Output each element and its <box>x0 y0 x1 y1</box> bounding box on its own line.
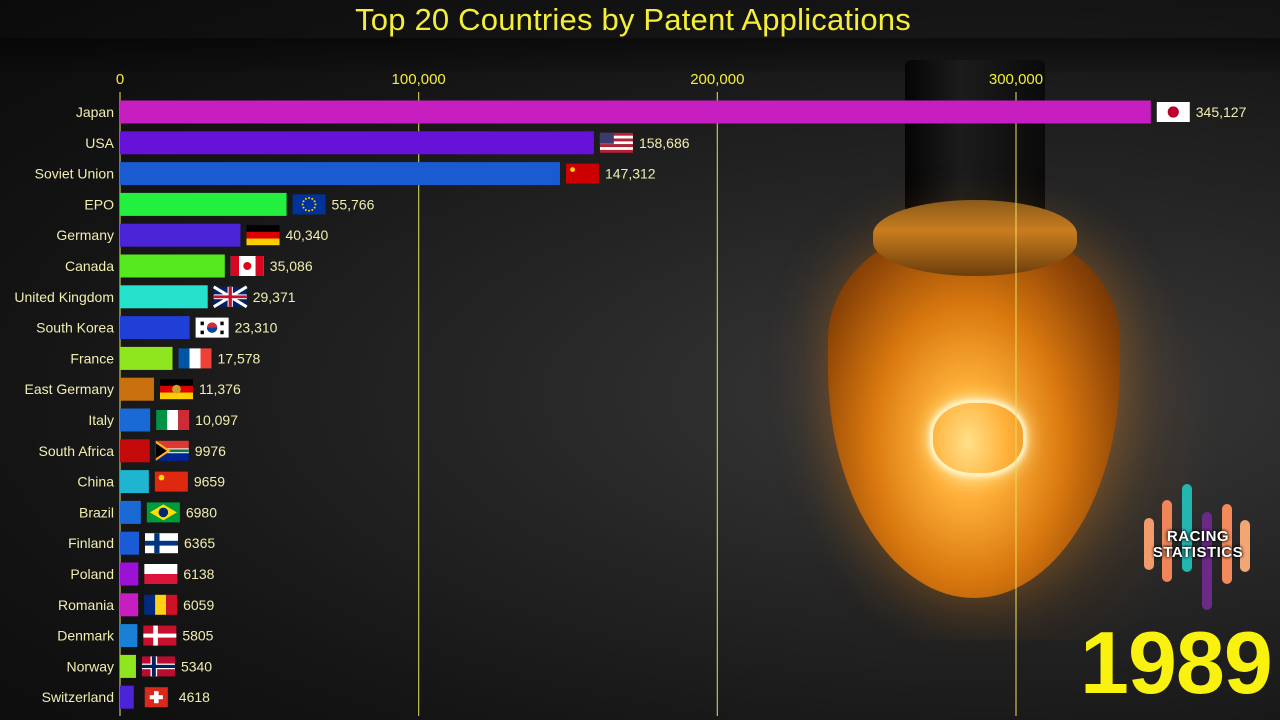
bar <box>120 100 1151 124</box>
year-label: 1989 <box>1080 613 1273 712</box>
category-label: France <box>70 350 114 366</box>
value-label: 40,340 <box>285 227 328 243</box>
bar <box>120 654 136 678</box>
germany-flag <box>246 225 280 246</box>
value-label: 35,086 <box>270 258 313 274</box>
brazil-flag <box>146 502 180 523</box>
logo-text-line2: STATISTICS <box>1152 544 1244 561</box>
category-label: Brazil <box>79 504 114 520</box>
x-tick-label: 0 <box>116 71 124 88</box>
light-bulb-filament <box>930 400 1026 476</box>
bar <box>120 531 140 555</box>
value-label: 4618 <box>179 689 210 705</box>
bar <box>120 285 208 309</box>
category-label: Denmark <box>57 628 115 644</box>
value-label: 29,371 <box>253 289 296 305</box>
category-label: USA <box>85 135 114 151</box>
bar <box>120 254 225 278</box>
value-label: 147,312 <box>605 166 656 182</box>
category-label: Japan <box>76 104 114 120</box>
uk-flag <box>212 285 248 309</box>
category-label: Canada <box>65 258 114 274</box>
usa-flag <box>599 132 633 153</box>
category-label: Italy <box>88 412 114 428</box>
value-label: 9659 <box>194 474 225 490</box>
bar <box>120 377 154 401</box>
value-label: 345,127 <box>1196 104 1247 120</box>
bar <box>120 131 594 155</box>
value-label: 23,310 <box>235 320 278 336</box>
south-africa-flag <box>155 440 189 461</box>
canada-flag <box>230 256 264 276</box>
category-label: South Korea <box>36 320 114 336</box>
category-label: China <box>77 474 114 490</box>
racing-statistics-logo: RACING STATISTICS <box>1138 480 1258 610</box>
bar <box>120 439 150 463</box>
bar <box>120 500 141 524</box>
denmark-flag <box>143 625 177 646</box>
value-label: 6059 <box>183 597 214 613</box>
category-label: Germany <box>56 227 114 243</box>
bar <box>120 685 134 709</box>
value-label: 6980 <box>186 504 217 520</box>
norway-flag <box>141 656 175 677</box>
category-label: East Germany <box>25 381 114 397</box>
bar <box>120 470 149 494</box>
china-flag <box>154 471 188 492</box>
value-label: 10,097 <box>195 412 238 428</box>
soviet-union-flag <box>565 163 599 184</box>
category-label: EPO <box>84 196 114 212</box>
bar <box>120 562 139 586</box>
finland-flag <box>145 533 179 554</box>
value-label: 9976 <box>195 443 226 459</box>
south-korea-flag <box>195 317 229 338</box>
japan-flag <box>1156 102 1190 122</box>
poland-flag <box>144 564 178 584</box>
light-bulb-image <box>828 228 1120 598</box>
category-label: South Africa <box>39 443 115 459</box>
bar <box>120 223 241 247</box>
value-label: 6365 <box>184 535 215 551</box>
value-label: 5805 <box>182 628 213 644</box>
x-tick-label: 300,000 <box>989 71 1043 88</box>
bar <box>120 316 190 340</box>
bar <box>120 593 139 617</box>
bar <box>120 346 173 370</box>
category-label: Norway <box>67 658 114 674</box>
category-label: Poland <box>70 566 114 582</box>
background-band <box>0 38 1280 72</box>
x-tick-label: 100,000 <box>392 71 446 88</box>
category-label: Romania <box>58 597 114 613</box>
value-label: 158,686 <box>639 135 690 151</box>
france-flag <box>178 348 212 369</box>
light-bulb-ring <box>873 200 1077 276</box>
bar <box>120 624 138 648</box>
x-tick-label: 200,000 <box>690 71 744 88</box>
bar <box>120 408 151 432</box>
category-label: Finland <box>68 535 114 551</box>
value-label: 17,578 <box>217 350 260 366</box>
east-germany-flag <box>159 379 193 400</box>
bar <box>120 192 287 216</box>
value-label: 55,766 <box>332 196 375 212</box>
chart-title: Top 20 Countries by Patent Applications <box>355 2 911 37</box>
italy-flag <box>156 410 190 430</box>
logo-text-line1: RACING <box>1166 528 1230 545</box>
category-label: United Kingdom <box>14 289 114 305</box>
romania-flag <box>144 594 178 615</box>
value-label: 5340 <box>181 658 212 674</box>
value-label: 6138 <box>183 566 214 582</box>
bar <box>120 162 560 186</box>
switzerland-flag <box>144 687 168 708</box>
value-label: 11,376 <box>199 381 241 397</box>
category-label: Switzerland <box>42 689 114 705</box>
eu-flag <box>292 194 326 215</box>
category-label: Soviet Union <box>35 166 114 182</box>
